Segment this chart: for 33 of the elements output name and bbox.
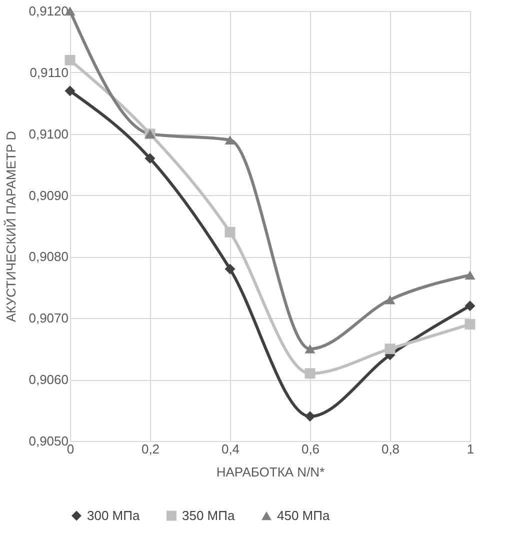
x-tick-label: 0,2 [141,442,160,456]
legend-label: 350 МПа [182,508,236,523]
legend-label: 300 МПа [87,508,140,523]
point [304,368,316,379]
point [384,344,396,354]
point [224,135,236,145]
point [384,295,396,304]
point [64,86,76,96]
point [304,411,316,422]
point [304,344,316,354]
point [144,153,156,164]
legend-label: 450 МПа [277,508,330,523]
y-tick-label: 0,9060 [28,372,68,388]
x-tick-label: 0 [66,442,74,456]
y-tick-label: 0,9080 [28,249,68,264]
x-tick-label: 0,6 [301,442,320,456]
y-tick-label: 0,9100 [28,126,68,142]
x-tick-label: 1 [466,442,474,456]
point [464,319,476,330]
point [464,270,476,280]
point [224,264,236,274]
x-tick-label: 0,8 [381,442,400,456]
y-tick-label: 0,9090 [28,188,68,203]
x-axis-title: НАРАБОТКА N/N* [216,464,325,480]
point [224,226,236,238]
y-tick-label: 0,9070 [28,310,68,326]
y-axis-title: АКУСТИЧЕСКИЙ ПАРАМЕТР D [4,130,19,322]
point [64,54,76,66]
x-tick-label: 0,4 [221,442,240,456]
y-tick-label: 0,9050 [28,434,68,448]
y-tick-label: 0,9110 [30,64,68,80]
point [464,300,476,312]
y-tick-label: 0,9120 [28,4,68,18]
